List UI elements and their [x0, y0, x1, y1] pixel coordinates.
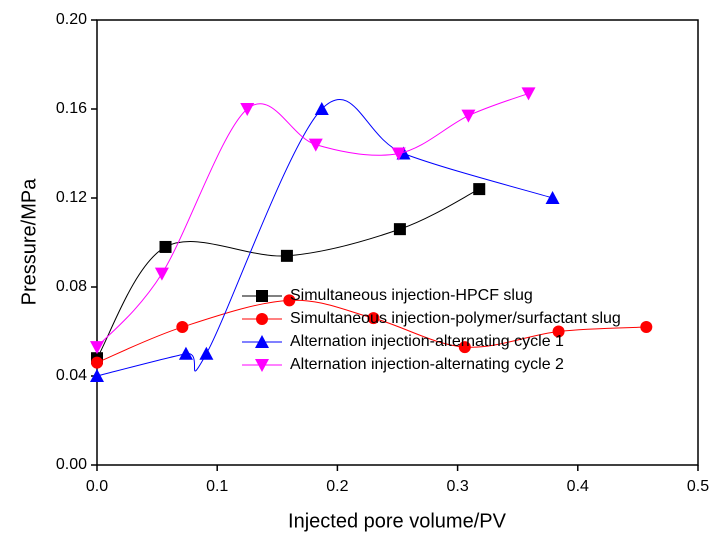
marker [256, 290, 268, 302]
series-line [96, 92, 529, 348]
y-tick-label: 0.08 [56, 278, 87, 295]
x-tick-label: 0.2 [326, 478, 348, 495]
marker [545, 191, 560, 204]
marker [283, 294, 296, 307]
marker [159, 240, 172, 253]
marker [393, 223, 406, 236]
marker [640, 321, 653, 334]
x-tick-label: 0.1 [206, 478, 228, 495]
marker [458, 341, 471, 354]
marker [461, 109, 476, 123]
legend-label: Alternation injection-alternating cycle … [290, 356, 564, 373]
y-tick-label: 0.00 [56, 456, 87, 473]
marker [473, 183, 486, 196]
marker [552, 325, 565, 338]
x-tick-label: 0.4 [567, 478, 589, 495]
marker [240, 103, 255, 116]
marker [367, 312, 380, 325]
x-axis-title: Injected pore volume/PV [288, 510, 507, 532]
x-tick-label: 0.0 [86, 478, 108, 495]
marker [391, 147, 406, 161]
x-tick-label: 0.3 [446, 478, 468, 495]
marker [314, 102, 329, 115]
marker [91, 356, 103, 369]
y-tick-label: 0.12 [56, 189, 87, 206]
marker [199, 346, 214, 360]
y-tick-label: 0.04 [56, 367, 87, 384]
marker [154, 267, 169, 281]
y-tick-label: 0.16 [56, 100, 87, 117]
marker [90, 369, 104, 382]
y-tick-label: 0.20 [56, 11, 87, 28]
marker [178, 346, 193, 360]
marker [255, 359, 269, 372]
marker [308, 138, 323, 152]
legend-label: Simultaneous injection-HPCF slug [290, 287, 533, 304]
y-axis-title: Pressure/MPa [18, 178, 40, 306]
marker [255, 335, 269, 348]
x-tick-label: 0.5 [687, 478, 709, 495]
plot-frame [96, 19, 699, 466]
legend-label: Alternation injection-alternating cycle … [290, 333, 564, 350]
marker [90, 341, 104, 355]
marker [280, 249, 293, 262]
legend-label: Simultaneous injection-polymer/surfactan… [290, 310, 621, 327]
marker [176, 321, 189, 334]
marker [256, 313, 268, 325]
marker [521, 87, 536, 101]
